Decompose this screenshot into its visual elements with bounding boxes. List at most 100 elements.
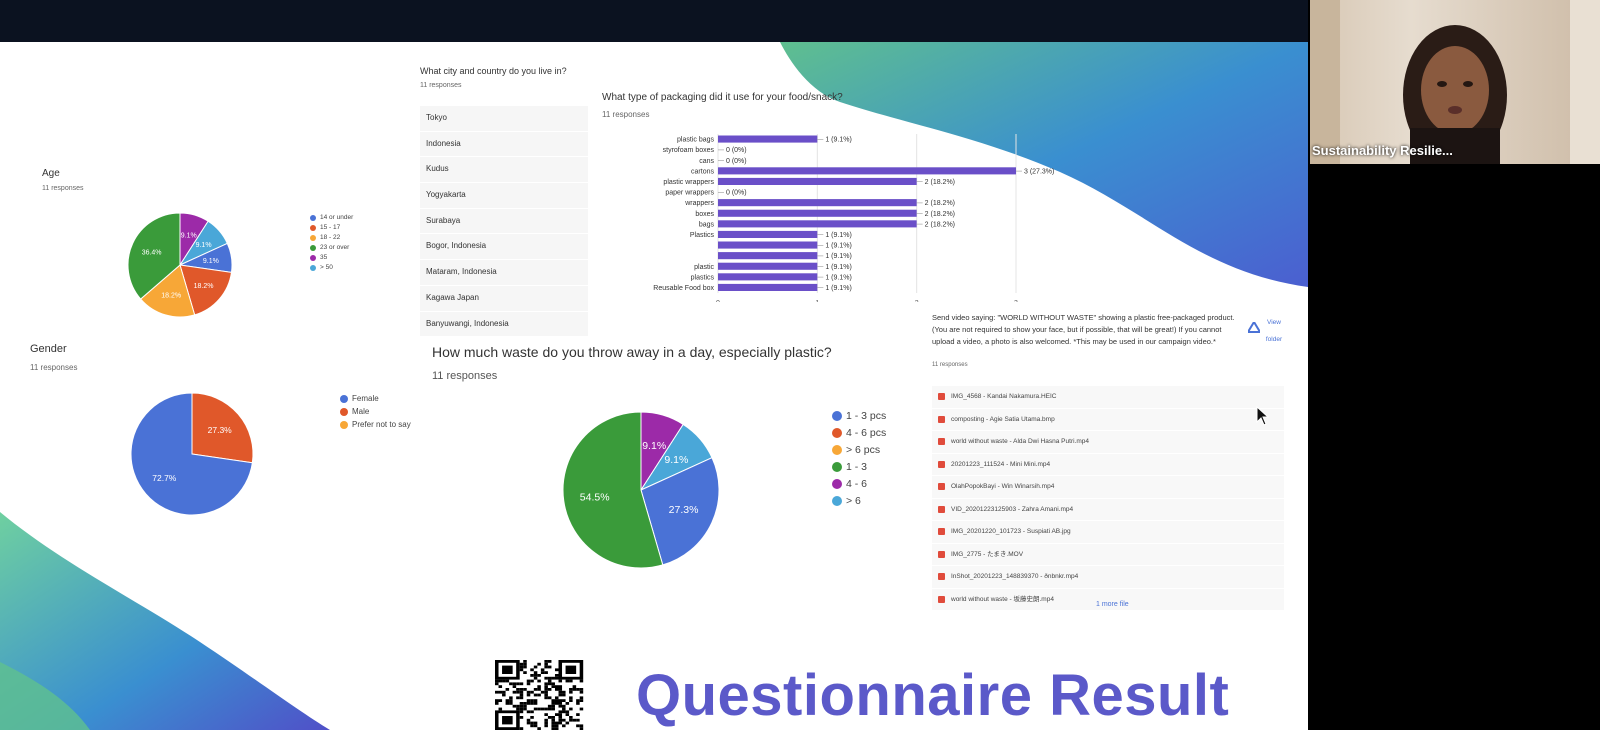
- file-icon: [938, 550, 945, 558]
- video-responses: 11 responses: [932, 362, 968, 368]
- packaging-question: What type of packaging did it use for yo…: [602, 92, 843, 103]
- legend-swatch: [340, 407, 348, 416]
- pie-slice-label: 9.1%: [203, 258, 219, 265]
- legend-item: 4 - 6 pcs: [832, 427, 886, 439]
- legend-swatch: [832, 445, 842, 455]
- file-icon: [938, 483, 945, 491]
- legend-item: > 6 pcs: [832, 444, 886, 456]
- bar-data-label: 2 (18.2%): [925, 221, 955, 228]
- city-response-row: Bogor, Indonesia: [420, 234, 588, 261]
- file-icon: [938, 438, 945, 446]
- legend-swatch: [832, 462, 842, 472]
- city-response-row: Indonesia: [420, 131, 588, 158]
- pie-slice-label: 36.4%: [142, 249, 162, 256]
- bar: [718, 241, 818, 249]
- participant-video-tile[interactable]: Sustainability Resilie...: [1310, 0, 1600, 164]
- file-name: world without waste - Alda Dwi Hasna Put…: [951, 438, 1090, 445]
- legend-label: 1 - 3 pcs: [846, 410, 887, 422]
- bar: [718, 220, 917, 228]
- legend-label: 18 - 22: [320, 234, 341, 241]
- pie-slice-female: [130, 392, 253, 516]
- age-question: Age: [42, 168, 60, 179]
- file-row[interactable]: composting - Agie Satia Utama.bmp: [932, 408, 1284, 431]
- legend-label: > 6: [846, 495, 861, 507]
- bar-data-label: 2 (18.2%): [925, 179, 955, 186]
- legend-item: 15 - 17: [310, 224, 353, 231]
- file-name: 20201223_111524 - Mini Mini.mp4: [951, 460, 1051, 468]
- city-response-row: Banyuwangi, Indonesia: [420, 311, 588, 338]
- pie-slice-male: [191, 392, 254, 464]
- pie-slice-18-22: [139, 264, 196, 318]
- category-label: styrofoam boxes: [663, 147, 715, 154]
- x-tick-label: 0: [716, 300, 720, 302]
- file-row[interactable]: InShot_20201223_148839370 - ðnbnkr.mp4: [932, 566, 1284, 589]
- mouse-cursor-icon: [1256, 406, 1270, 426]
- legend-item: Male: [340, 407, 411, 416]
- file-row[interactable]: VID_20201223125903 - Zahra Amani.mp4: [932, 498, 1284, 521]
- file-icon: [938, 393, 945, 401]
- bar-data-label: 1 (9.1%): [825, 137, 851, 144]
- x-tick-label: 2: [915, 300, 919, 302]
- file-row[interactable]: world without waste - 坂藤史朗.mp4: [932, 588, 1284, 611]
- legend-item: 35: [310, 254, 353, 261]
- category-label: cans: [699, 158, 714, 165]
- legend-item: 4 - 6: [832, 478, 886, 490]
- city-responses-table: Tokyo Indonesia Kudus Yogyakarta Surabaya Bog…: [420, 106, 588, 338]
- legend-swatch: [832, 411, 842, 421]
- category-label: wrappers: [684, 200, 714, 207]
- legend-item: 1 - 3: [832, 461, 886, 473]
- city-response-row: Kudus: [420, 157, 588, 184]
- wave-background: [0, 42, 1308, 730]
- file-icon: [938, 528, 945, 536]
- bar: [718, 199, 917, 207]
- bar: [718, 283, 818, 291]
- file-icon: [938, 595, 945, 603]
- bar-data-label: 1 (9.1%): [825, 232, 851, 239]
- legend-label: > 50: [320, 264, 333, 271]
- view-folder-link[interactable]: View folder: [1265, 319, 1283, 343]
- age-pie-chart: 9.1% 9.1% 9.1% 18.2% 18.2% 36.4%: [127, 212, 233, 318]
- legend-label: > 6 pcs: [846, 444, 881, 456]
- legend-item: > 6: [832, 495, 886, 507]
- legend-item: Female: [340, 394, 411, 403]
- city-question: What city and country do you live in?: [420, 66, 567, 76]
- file-row[interactable]: OlahPopokBayi - Win Winarsih.mp4: [932, 476, 1284, 499]
- file-name: composting - Agie Satia Utama.bmp: [951, 415, 1055, 423]
- legend-label: 4 - 6 pcs: [846, 427, 887, 439]
- file-icon: [938, 505, 945, 513]
- legend-item: 14 or under: [310, 214, 353, 221]
- legend-swatch: [340, 420, 348, 429]
- pie-slice-label: 27.3%: [208, 425, 233, 435]
- bar-data-label: 2 (18.2%): [925, 211, 955, 218]
- legend-swatch: [310, 264, 316, 271]
- bar-data-label: 1 (9.1%): [825, 243, 851, 250]
- more-files-link[interactable]: 1 more file: [1096, 601, 1129, 608]
- gender-question: Gender: [30, 343, 67, 355]
- age-legend: 14 or under 15 - 17 18 - 22 23 or over 35 > 5…: [310, 214, 353, 274]
- file-icon: [938, 460, 945, 468]
- category-label: plastics: [691, 274, 715, 281]
- file-row[interactable]: world without waste - Alda Dwi Hasna Put…: [932, 431, 1284, 454]
- bar: [718, 252, 818, 260]
- file-row[interactable]: IMG_20201220_101723 - Suspiati AB.jpg: [932, 521, 1284, 544]
- pie-slice-1-3-pcs: [640, 457, 720, 566]
- file-row[interactable]: 20201223_111524 - Mini Mini.mp4: [932, 453, 1284, 476]
- meeting-top-bar: [0, 0, 1308, 42]
- file-row[interactable]: IMG_2775 - たまき.MOV: [932, 543, 1284, 566]
- file-name: IMG_2775 - たまき.MOV: [951, 550, 1024, 558]
- pie-slice-label: 18.2%: [161, 292, 181, 299]
- legend-label: 14 or under: [320, 214, 354, 221]
- pie-slice-label: 27.3%: [669, 504, 699, 516]
- category-label: Plastics: [690, 232, 715, 239]
- legend-label: 23 or over: [320, 244, 350, 251]
- legend-swatch: [832, 496, 842, 506]
- waste-question: How much waste do you throw away in a da…: [432, 344, 832, 360]
- legend-swatch: [310, 234, 316, 241]
- city-response-row: Yogyakarta: [420, 183, 588, 209]
- bar-data-label: 0 (0%): [726, 190, 747, 197]
- drive-icon[interactable]: [1248, 322, 1260, 333]
- bar-data-label: 1 (9.1%): [825, 285, 851, 292]
- file-row[interactable]: IMG_4568 - Kandai Nakamura.HEIC: [932, 386, 1284, 409]
- legend-label: Female: [352, 394, 379, 403]
- city-response-row: Kagawa Japan: [420, 285, 588, 312]
